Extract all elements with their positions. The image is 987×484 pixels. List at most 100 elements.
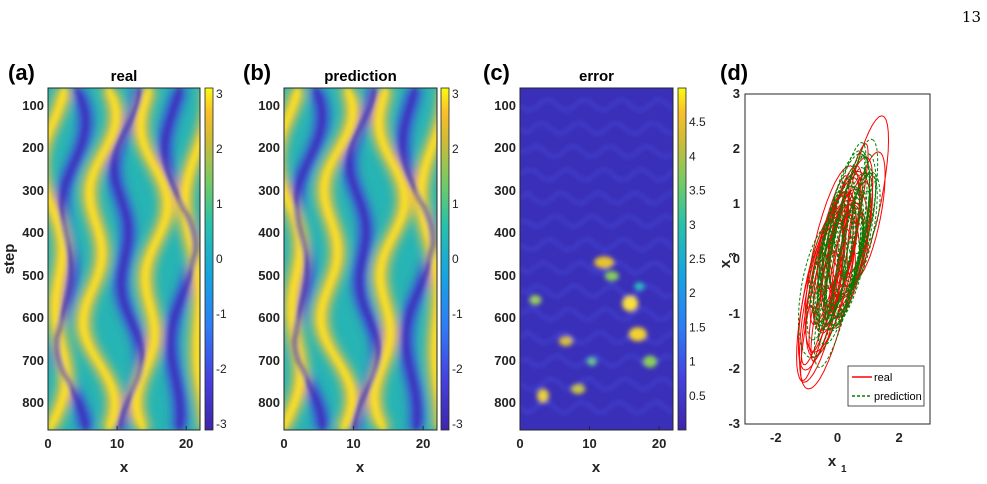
colorbar-tick-label: 2.5	[689, 252, 706, 266]
error-contour	[520, 284, 673, 298]
colorbar-tick-label: 2	[452, 142, 459, 156]
heatmap-high-band	[176, 115, 200, 430]
colorbar-tick-label: 1	[689, 355, 696, 369]
xlabel-b: x	[356, 459, 365, 476]
heatmap-error	[520, 88, 673, 430]
xlabel-c: x	[592, 459, 601, 476]
y-tick-label: 100	[494, 98, 516, 113]
x-tick-label: 10	[582, 436, 596, 451]
heatmap-high-band	[366, 88, 413, 430]
y-tick-label: 700	[22, 353, 44, 368]
heatmap-trough	[400, 88, 435, 430]
colorbar-tick-label: 3.5	[689, 184, 706, 198]
x-tick-label: 0	[280, 436, 287, 451]
colorbar-tick-label: 1.5	[689, 320, 706, 334]
legend-real-label: real	[874, 372, 892, 384]
error-hotspot	[604, 271, 619, 282]
series-prediction-loop	[850, 172, 877, 255]
series-prediction-loop	[816, 141, 867, 332]
y-tick-label: 300	[22, 183, 44, 198]
heatmap-high-band	[284, 88, 309, 430]
y-tick-label: 2	[733, 141, 740, 156]
y-tick-label: 600	[258, 310, 280, 325]
panel-b-title: prediction	[324, 68, 397, 85]
y-tick-label: 600	[22, 310, 44, 325]
heatmap-peak	[318, 88, 356, 430]
series-prediction-loop	[813, 216, 844, 329]
x-tick-label: -2	[770, 430, 782, 445]
y-tick-label: 800	[22, 395, 44, 410]
xlabel-a: x	[120, 459, 129, 476]
colorbar-tick-label: -2	[216, 362, 227, 376]
y-tick-label: 500	[22, 268, 44, 283]
error-contour	[520, 98, 673, 112]
error-hotspot	[622, 295, 639, 312]
y-tick-label: 400	[258, 225, 280, 240]
colorbar-tick-label: -1	[216, 307, 227, 321]
series-prediction-loop	[823, 195, 862, 321]
error-hotspot	[594, 256, 615, 269]
panel-a-title: real	[110, 68, 138, 85]
panel-b-letter: (b)	[243, 60, 272, 85]
y-tick-label: 200	[22, 140, 44, 155]
series-real-loop	[796, 216, 845, 383]
legend-box	[847, 365, 925, 407]
ylabel-d-sub: 3	[728, 252, 739, 258]
series-prediction-loop	[819, 185, 864, 305]
y-tick-label: -1	[728, 306, 740, 321]
x-tick-label: 2	[896, 430, 903, 445]
y-tick-label: 0	[733, 251, 740, 266]
series-prediction-loop	[816, 153, 871, 331]
y-tick-label: 100	[258, 98, 280, 113]
heatmap-high-band	[413, 104, 437, 430]
error-contour	[520, 214, 673, 229]
x-tick-label: 10	[110, 436, 124, 451]
ylabel-d: x 3	[717, 252, 739, 268]
series-prediction-loop	[797, 222, 846, 359]
page-number: 13	[961, 8, 981, 26]
colorbar-b	[440, 87, 450, 431]
heatmap-trough	[162, 88, 197, 430]
error-hotspot	[586, 357, 597, 366]
ylabel-d-main: x	[717, 259, 734, 268]
axes-frame-b	[283, 87, 438, 431]
heatmap-peak	[48, 88, 69, 430]
heatmap-peak	[133, 88, 171, 430]
error-hotspot	[643, 355, 658, 368]
colorbar-tick-label: 0.5	[689, 389, 706, 403]
series-prediction-loop	[821, 150, 870, 308]
colorbar-tick-label: -3	[216, 417, 227, 431]
y-tick-label: 400	[22, 225, 44, 240]
error-contour	[520, 238, 673, 252]
x-tick-label: 0	[834, 430, 841, 445]
heatmap-prediction	[284, 88, 437, 430]
error-contour	[520, 307, 673, 322]
error-hotspot	[571, 383, 586, 394]
error-hotspot	[558, 336, 573, 347]
y-tick-label: 500	[258, 268, 280, 283]
heatmap-peak	[371, 88, 408, 430]
xlabel-d-main: x	[828, 453, 837, 470]
y-tick-label: 800	[258, 395, 280, 410]
colorbar-tick-label: -1	[452, 307, 463, 321]
x-tick-label: 10	[346, 436, 360, 451]
xlabel-d: x 1	[828, 453, 847, 475]
series-prediction-loop	[825, 215, 861, 291]
legend-prediction-label: prediction	[874, 391, 922, 403]
series-prediction-loop	[810, 230, 836, 312]
series-prediction-loop	[837, 172, 871, 280]
error-contour	[520, 261, 673, 275]
x-tick-label: 20	[416, 436, 430, 451]
series-prediction-loop	[813, 175, 855, 327]
legend-d: real prediction	[847, 365, 925, 407]
series-prediction-loop	[816, 185, 865, 331]
y-tick-label: 600	[494, 310, 516, 325]
colorbar-tick-label: 2	[689, 286, 696, 300]
x-tick-label: 20	[652, 436, 666, 451]
colorbar-tick-label: 1	[216, 197, 223, 211]
axes-frame-d	[744, 93, 931, 425]
x-tick-label: 20	[179, 436, 193, 451]
colorbar-tick-label: 0	[452, 252, 459, 266]
